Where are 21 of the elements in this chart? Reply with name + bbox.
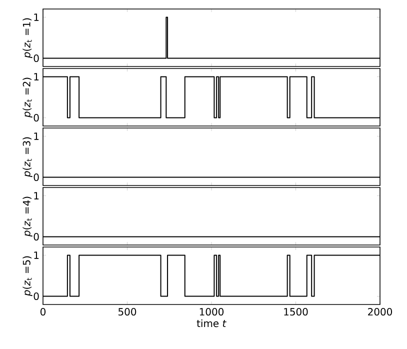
- x-tick-label: 1000: [200, 308, 224, 316]
- y-tick-label: 1: [34, 14, 39, 21]
- y-tick-label: 1: [34, 192, 39, 200]
- y-tick-label: 1: [34, 252, 39, 259]
- y-tick-label: 1: [34, 73, 39, 80]
- x-tick-label: 1500: [284, 308, 308, 316]
- y-axis-title: p(z$_{t}$ =2): [22, 78, 32, 118]
- y-axis-title: p(z$_{t}$ =3): [22, 137, 32, 178]
- y-tick-label: 0: [34, 54, 39, 62]
- y-tick-label: 1: [34, 132, 39, 140]
- y-tick-label: 0: [34, 292, 39, 300]
- y-axis-title: p(z$_{t}$ =1): [22, 18, 32, 58]
- x-tick-label: 2000: [368, 308, 392, 316]
- y-axis-title: p(z$_{t}$ =4): [22, 196, 32, 237]
- y-axis-title: p(z$_{t}$ =5): [22, 256, 32, 296]
- y-tick-label: 0: [34, 174, 39, 182]
- x-tick-label: 500: [118, 308, 136, 316]
- y-tick-label: 0: [34, 114, 39, 122]
- y-tick-label: 0: [34, 233, 39, 241]
- x-axis-title: time t: [196, 319, 226, 328]
- x-tick-label: 0: [40, 308, 46, 316]
